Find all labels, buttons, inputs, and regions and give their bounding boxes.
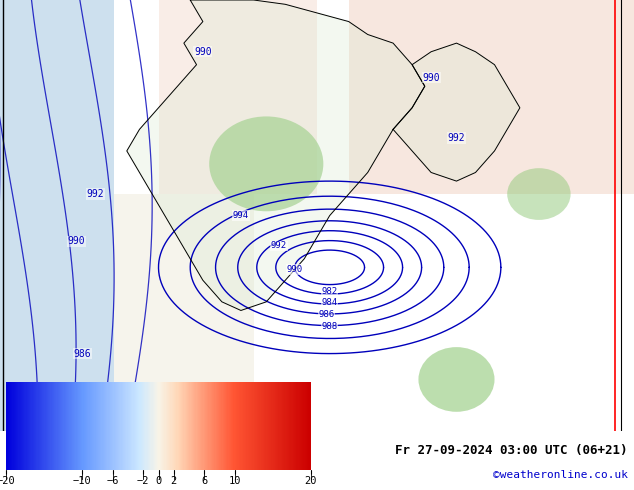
Text: 990: 990 (194, 47, 212, 57)
Text: 992: 992 (448, 133, 465, 143)
Text: 984: 984 (321, 298, 338, 307)
Text: Fr 27-09-2024 03:00 UTC (06+21): Fr 27-09-2024 03:00 UTC (06+21) (395, 444, 628, 457)
Text: 990: 990 (287, 265, 303, 274)
FancyBboxPatch shape (349, 0, 634, 194)
Text: 986: 986 (318, 310, 335, 319)
Text: 994: 994 (233, 211, 249, 220)
Text: 982: 982 (321, 287, 338, 295)
Text: 986: 986 (74, 348, 91, 359)
FancyBboxPatch shape (0, 0, 114, 431)
Ellipse shape (418, 347, 495, 412)
Ellipse shape (209, 117, 323, 211)
Polygon shape (127, 0, 425, 311)
Text: 990: 990 (67, 237, 85, 246)
Polygon shape (393, 43, 520, 181)
Ellipse shape (507, 168, 571, 220)
FancyBboxPatch shape (114, 194, 254, 431)
Text: 990: 990 (422, 73, 440, 83)
Text: ©weatheronline.co.uk: ©weatheronline.co.uk (493, 470, 628, 480)
Text: SLP tendency [hPa] ECMWF: SLP tendency [hPa] ECMWF (6, 444, 186, 457)
FancyBboxPatch shape (158, 0, 317, 194)
Text: 992: 992 (86, 189, 104, 199)
Text: 984: 984 (169, 392, 186, 402)
Text: 992: 992 (271, 241, 287, 250)
Text: 988: 988 (321, 322, 338, 331)
